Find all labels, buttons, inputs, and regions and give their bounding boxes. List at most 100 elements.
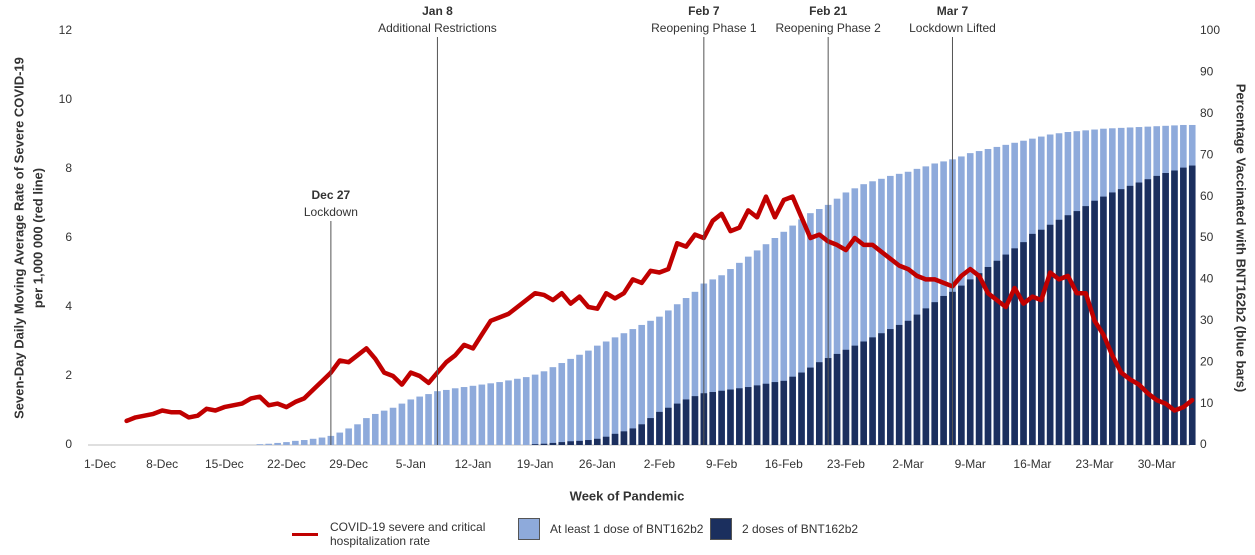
y2-tick-label: 70 — [1200, 147, 1214, 161]
y2-tick-label: 40 — [1200, 272, 1214, 286]
bar — [1135, 182, 1143, 446]
bar — [665, 310, 672, 445]
bar — [345, 428, 352, 445]
bar — [815, 209, 823, 445]
bar — [602, 436, 610, 445]
y2-tick-label: 90 — [1200, 65, 1214, 79]
bar — [727, 389, 734, 445]
bar — [966, 279, 974, 445]
bar — [718, 390, 725, 445]
y-tick-label: 10 — [59, 92, 73, 106]
annotation-text: Additional Restrictions — [378, 21, 497, 35]
bar — [1029, 233, 1036, 445]
legend-label: COVID-19 severe and critical hospitaliza… — [330, 520, 486, 548]
bar — [1002, 254, 1010, 445]
bar — [1073, 211, 1081, 445]
bar — [842, 192, 850, 445]
bar — [354, 424, 361, 445]
bar — [798, 372, 805, 445]
bar — [416, 396, 423, 445]
x-tick-label: 12-Jan — [455, 457, 492, 471]
x-tick-label: 15-Dec — [205, 457, 244, 471]
bar — [460, 387, 468, 445]
bar — [336, 432, 344, 445]
bar — [771, 238, 779, 445]
x-tick-label: 23-Feb — [827, 457, 865, 471]
x-tick-label: 1-Dec — [84, 457, 116, 471]
bar — [656, 411, 663, 445]
annotation-text: Reopening Phase 1 — [651, 21, 757, 35]
bar — [665, 407, 672, 445]
bar — [673, 304, 681, 445]
bar — [691, 291, 699, 445]
bar — [620, 333, 628, 445]
bar — [1100, 196, 1107, 445]
legend-item: COVID-19 severe and critical hospitaliza… — [292, 520, 495, 548]
bar — [673, 403, 681, 445]
bar — [611, 433, 619, 445]
bar — [860, 341, 867, 445]
legend-label: 2 doses of BNT162b2 — [742, 522, 859, 536]
bar — [1020, 242, 1027, 445]
bar — [487, 383, 495, 445]
bar — [940, 295, 947, 445]
legend-item: At least 1 dose of BNT162b2 — [518, 518, 703, 540]
bar — [638, 324, 645, 445]
bar — [1082, 206, 1089, 445]
bar — [727, 269, 734, 445]
x-tick-label: 9-Feb — [706, 457, 738, 471]
bar — [895, 324, 903, 445]
bar — [789, 376, 796, 445]
bar — [789, 225, 796, 445]
bar — [798, 219, 805, 445]
y-axis-title: Seven-Day Daily Moving Average Rate of S… — [11, 57, 26, 419]
bar — [585, 350, 592, 445]
bar — [540, 443, 548, 445]
line — [124, 194, 1195, 424]
bar — [1126, 185, 1134, 445]
bar — [869, 337, 876, 445]
y2-axis-title: Percentage Vaccinated with BNT162b2 (blu… — [1234, 84, 1249, 393]
bar — [1055, 219, 1063, 445]
annotation-date: Feb 21 — [809, 4, 847, 18]
bar — [638, 424, 645, 445]
bar — [602, 341, 610, 445]
x-tick-label: 19-Jan — [517, 457, 554, 471]
legend-swatch — [710, 518, 732, 540]
bar — [833, 198, 841, 445]
bar — [593, 438, 601, 445]
x-axis-title: Week of Pandemic — [570, 488, 685, 503]
bar — [389, 407, 397, 445]
bar — [736, 388, 743, 445]
annotation-text: Lockdown Lifted — [909, 21, 996, 35]
bar — [647, 320, 654, 445]
bar — [913, 168, 921, 445]
bar — [292, 440, 299, 445]
bar — [842, 349, 850, 445]
bar — [576, 440, 583, 445]
bar — [807, 213, 814, 445]
bar — [558, 363, 566, 445]
y-tick-label: 8 — [65, 161, 72, 175]
bar — [1046, 224, 1054, 445]
bar — [1117, 189, 1125, 445]
x-tick-label: 23-Mar — [1076, 457, 1114, 471]
y2-tick-label: 50 — [1200, 230, 1214, 244]
bar — [744, 387, 752, 445]
bar — [478, 384, 486, 445]
bar — [993, 260, 1001, 445]
bar — [1153, 175, 1161, 445]
bar — [1109, 192, 1116, 445]
y-tick-label: 4 — [65, 299, 72, 313]
bar — [762, 244, 770, 445]
y-tick-label: 0 — [65, 437, 72, 451]
legend-item: 2 doses of BNT162b2 — [710, 518, 858, 540]
annotation-date: Mar 7 — [937, 4, 969, 18]
bar — [531, 374, 539, 445]
bar — [1171, 170, 1178, 445]
bar — [1188, 165, 1196, 446]
x-tick-label: 16-Feb — [765, 457, 803, 471]
legend-label: At least 1 dose of BNT162b2 — [550, 522, 704, 536]
